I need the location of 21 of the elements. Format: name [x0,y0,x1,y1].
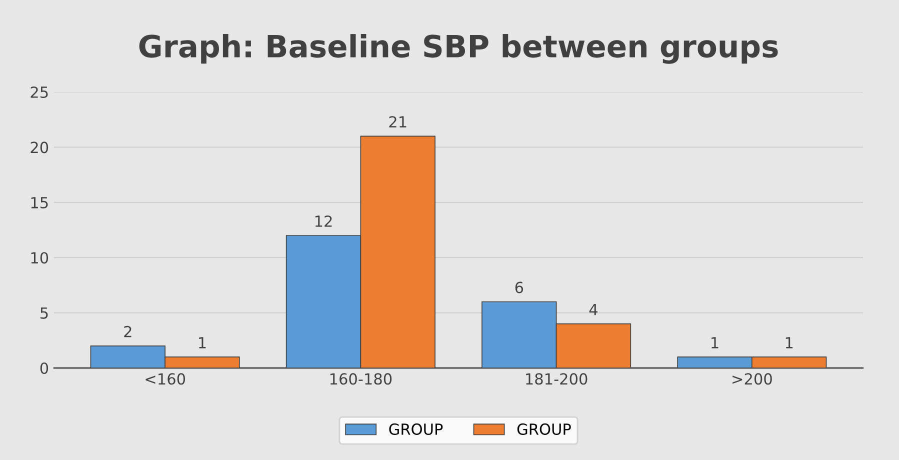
x-tick-label: 160-180 [330,373,392,385]
x-tick-label: >200 [732,373,772,385]
legend-label: GROUP [389,423,443,435]
data-label: 1 [786,337,793,348]
y-tick-label: 20 [30,142,48,154]
data-label: 12 [315,215,332,227]
data-label: 1 [712,337,718,348]
data-label: 2 [124,326,132,338]
y-tick-label: 10 [31,252,48,264]
x-tick-label: <160 [146,373,186,385]
data-label: 6 [515,282,524,294]
x-tick-label: 181-200 [526,373,588,385]
chart-title: Graph: Baseline SBP between groups [139,34,778,64]
y-tick-label: 5 [40,307,48,319]
data-label: 1 [199,337,206,348]
y-tick-label: 25 [30,86,48,98]
data-label: 21 [389,116,406,128]
legend-label: GROUP [517,423,571,435]
y-tick-label: 0 [40,362,48,374]
data-label: 4 [589,304,598,316]
y-tick-label: 15 [31,197,48,208]
